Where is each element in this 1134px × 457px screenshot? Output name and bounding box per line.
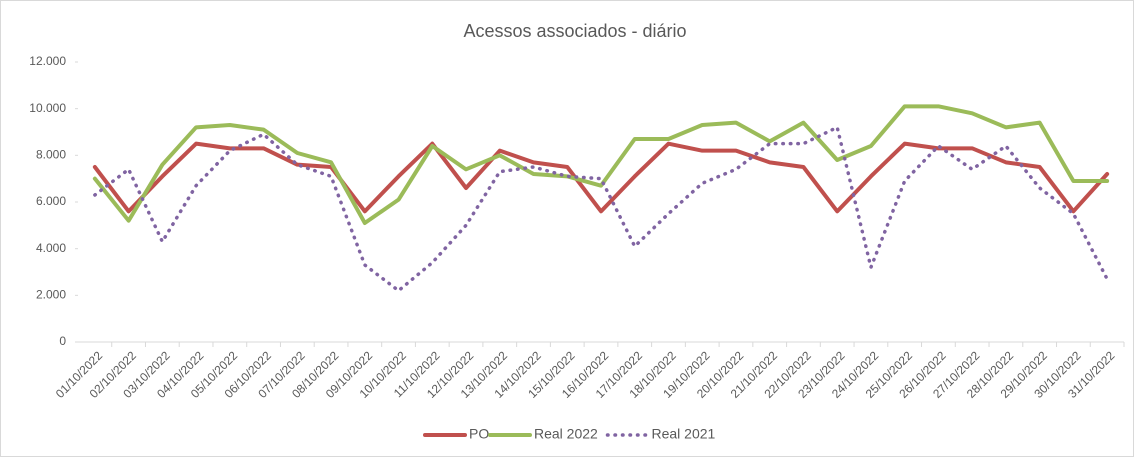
series-line [93,125,1109,293]
y-tick-label: 4.000 [36,241,66,255]
y-tick-label: 12.000 [29,54,66,68]
legend-label: Real 2021 [652,426,716,442]
legend-label: Real 2022 [534,426,598,442]
y-tick-label: 10.000 [29,101,66,115]
series-line [92,141,1110,214]
legend-label: PO [469,426,489,442]
y-tick-label: 0 [59,334,66,348]
y-tick-label: 8.000 [36,148,66,162]
y-tick-label: 2.000 [36,288,66,302]
chart-title: Acessos associados - diário [463,21,686,41]
y-tick-label: 6.000 [36,194,66,208]
series-line [92,104,1110,225]
